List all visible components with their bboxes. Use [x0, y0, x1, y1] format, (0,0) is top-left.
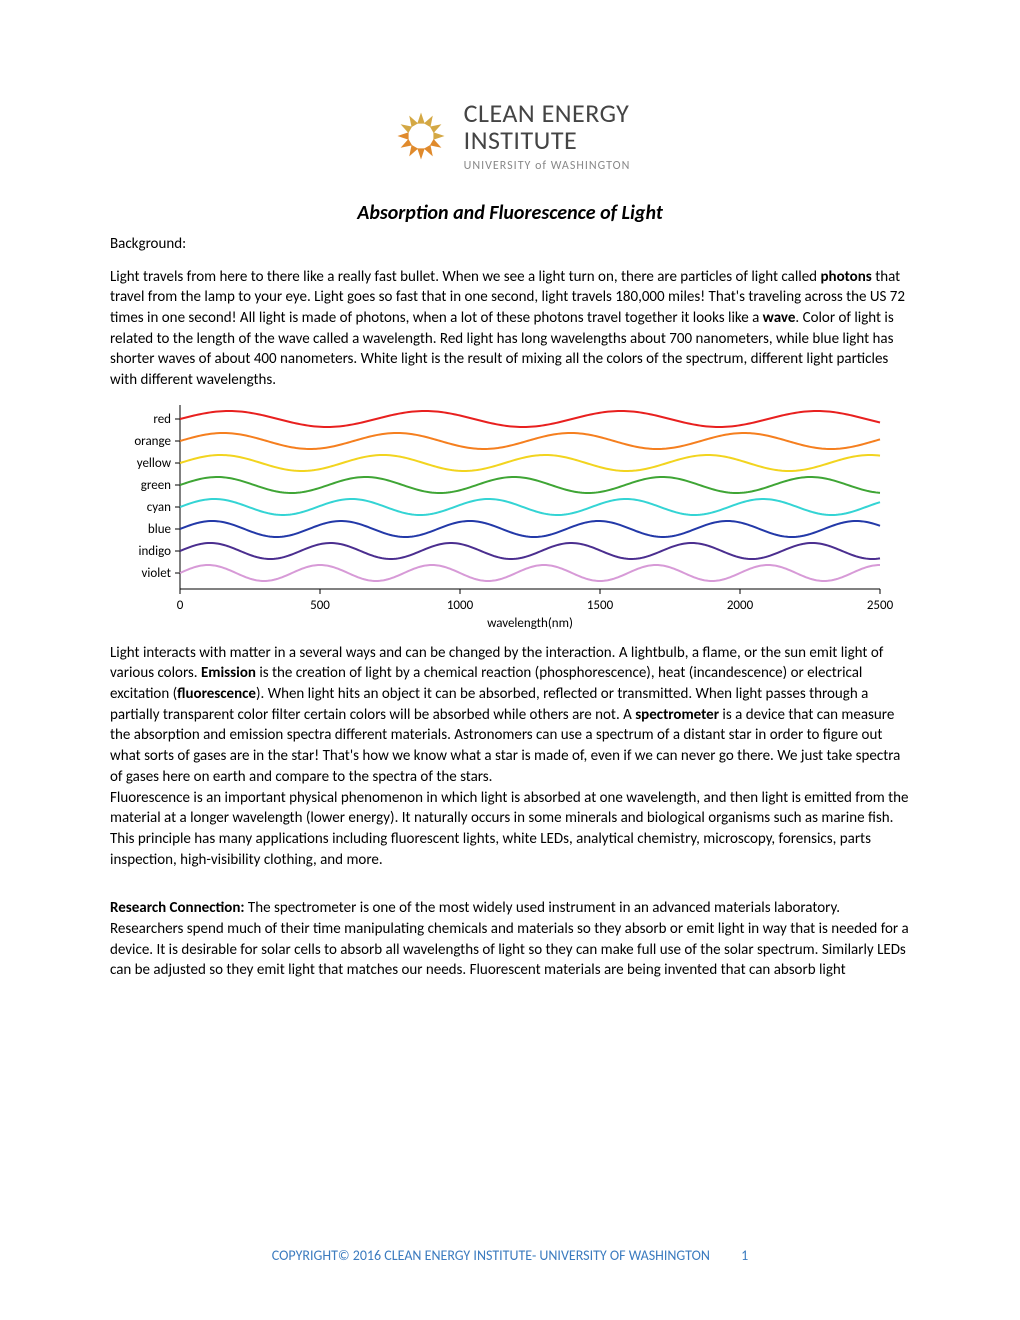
bold-research-connection: Research Connection:	[110, 899, 245, 917]
bold-wave: wave	[763, 309, 796, 327]
bold-emission: Emission	[201, 664, 256, 682]
paragraph-1: Light travels from here to there like a …	[110, 267, 910, 391]
paragraph-3: Fluorescence is an important physical ph…	[110, 788, 910, 871]
svg-text:wavelength(nm): wavelength(nm)	[487, 616, 573, 629]
svg-text:0: 0	[177, 598, 184, 613]
svg-text:green: green	[141, 478, 171, 493]
background-label: Background:	[110, 235, 910, 253]
svg-text:red: red	[153, 412, 171, 427]
sunburst-icon	[390, 105, 452, 167]
paragraph-4: Research Connection: The spectrometer is…	[110, 898, 910, 981]
page-number: 1	[741, 1247, 748, 1264]
logo-line2: INSTITUTE	[464, 127, 631, 154]
svg-text:indigo: indigo	[138, 544, 171, 559]
logo-header: CLEAN ENERGY INSTITUTE UNIVERSITY of WAS…	[110, 100, 910, 173]
svg-text:1000: 1000	[447, 598, 474, 613]
logo-text-block: CLEAN ENERGY INSTITUTE UNIVERSITY of WAS…	[464, 100, 631, 173]
svg-text:yellow: yellow	[137, 456, 172, 471]
document-title: Absorption and Fluorescence of Light	[110, 201, 910, 225]
svg-text:blue: blue	[148, 522, 171, 537]
page-footer: COPYRIGHT© 2016 CLEAN ENERGY INSTITUTE- …	[0, 1247, 1020, 1264]
svg-text:orange: orange	[134, 434, 171, 449]
bold-spectrometer: spectrometer	[635, 706, 719, 724]
svg-text:cyan: cyan	[147, 500, 171, 515]
svg-text:violet: violet	[142, 566, 172, 581]
paragraph-2: Light interacts with matter in a several…	[110, 643, 910, 788]
logo-subtitle: UNIVERSITY of WASHINGTON	[464, 159, 631, 173]
logo-line1: CLEAN ENERGY	[464, 100, 631, 127]
para1-text: Light travels from here to there like a …	[110, 268, 820, 286]
svg-text:2500: 2500	[867, 598, 894, 613]
bold-photons: photons	[820, 268, 871, 286]
svg-text:2000: 2000	[727, 598, 754, 613]
svg-text:500: 500	[310, 598, 330, 613]
svg-text:1500: 1500	[587, 598, 614, 613]
bold-fluorescence: fluorescence	[177, 685, 256, 703]
footer-text: COPYRIGHT© 2016 CLEAN ENERGY INSTITUTE- …	[272, 1247, 710, 1264]
wavelength-chart: 0 500 1000 1500 2000 2500 wavelength(nm) red ora…	[110, 401, 910, 629]
